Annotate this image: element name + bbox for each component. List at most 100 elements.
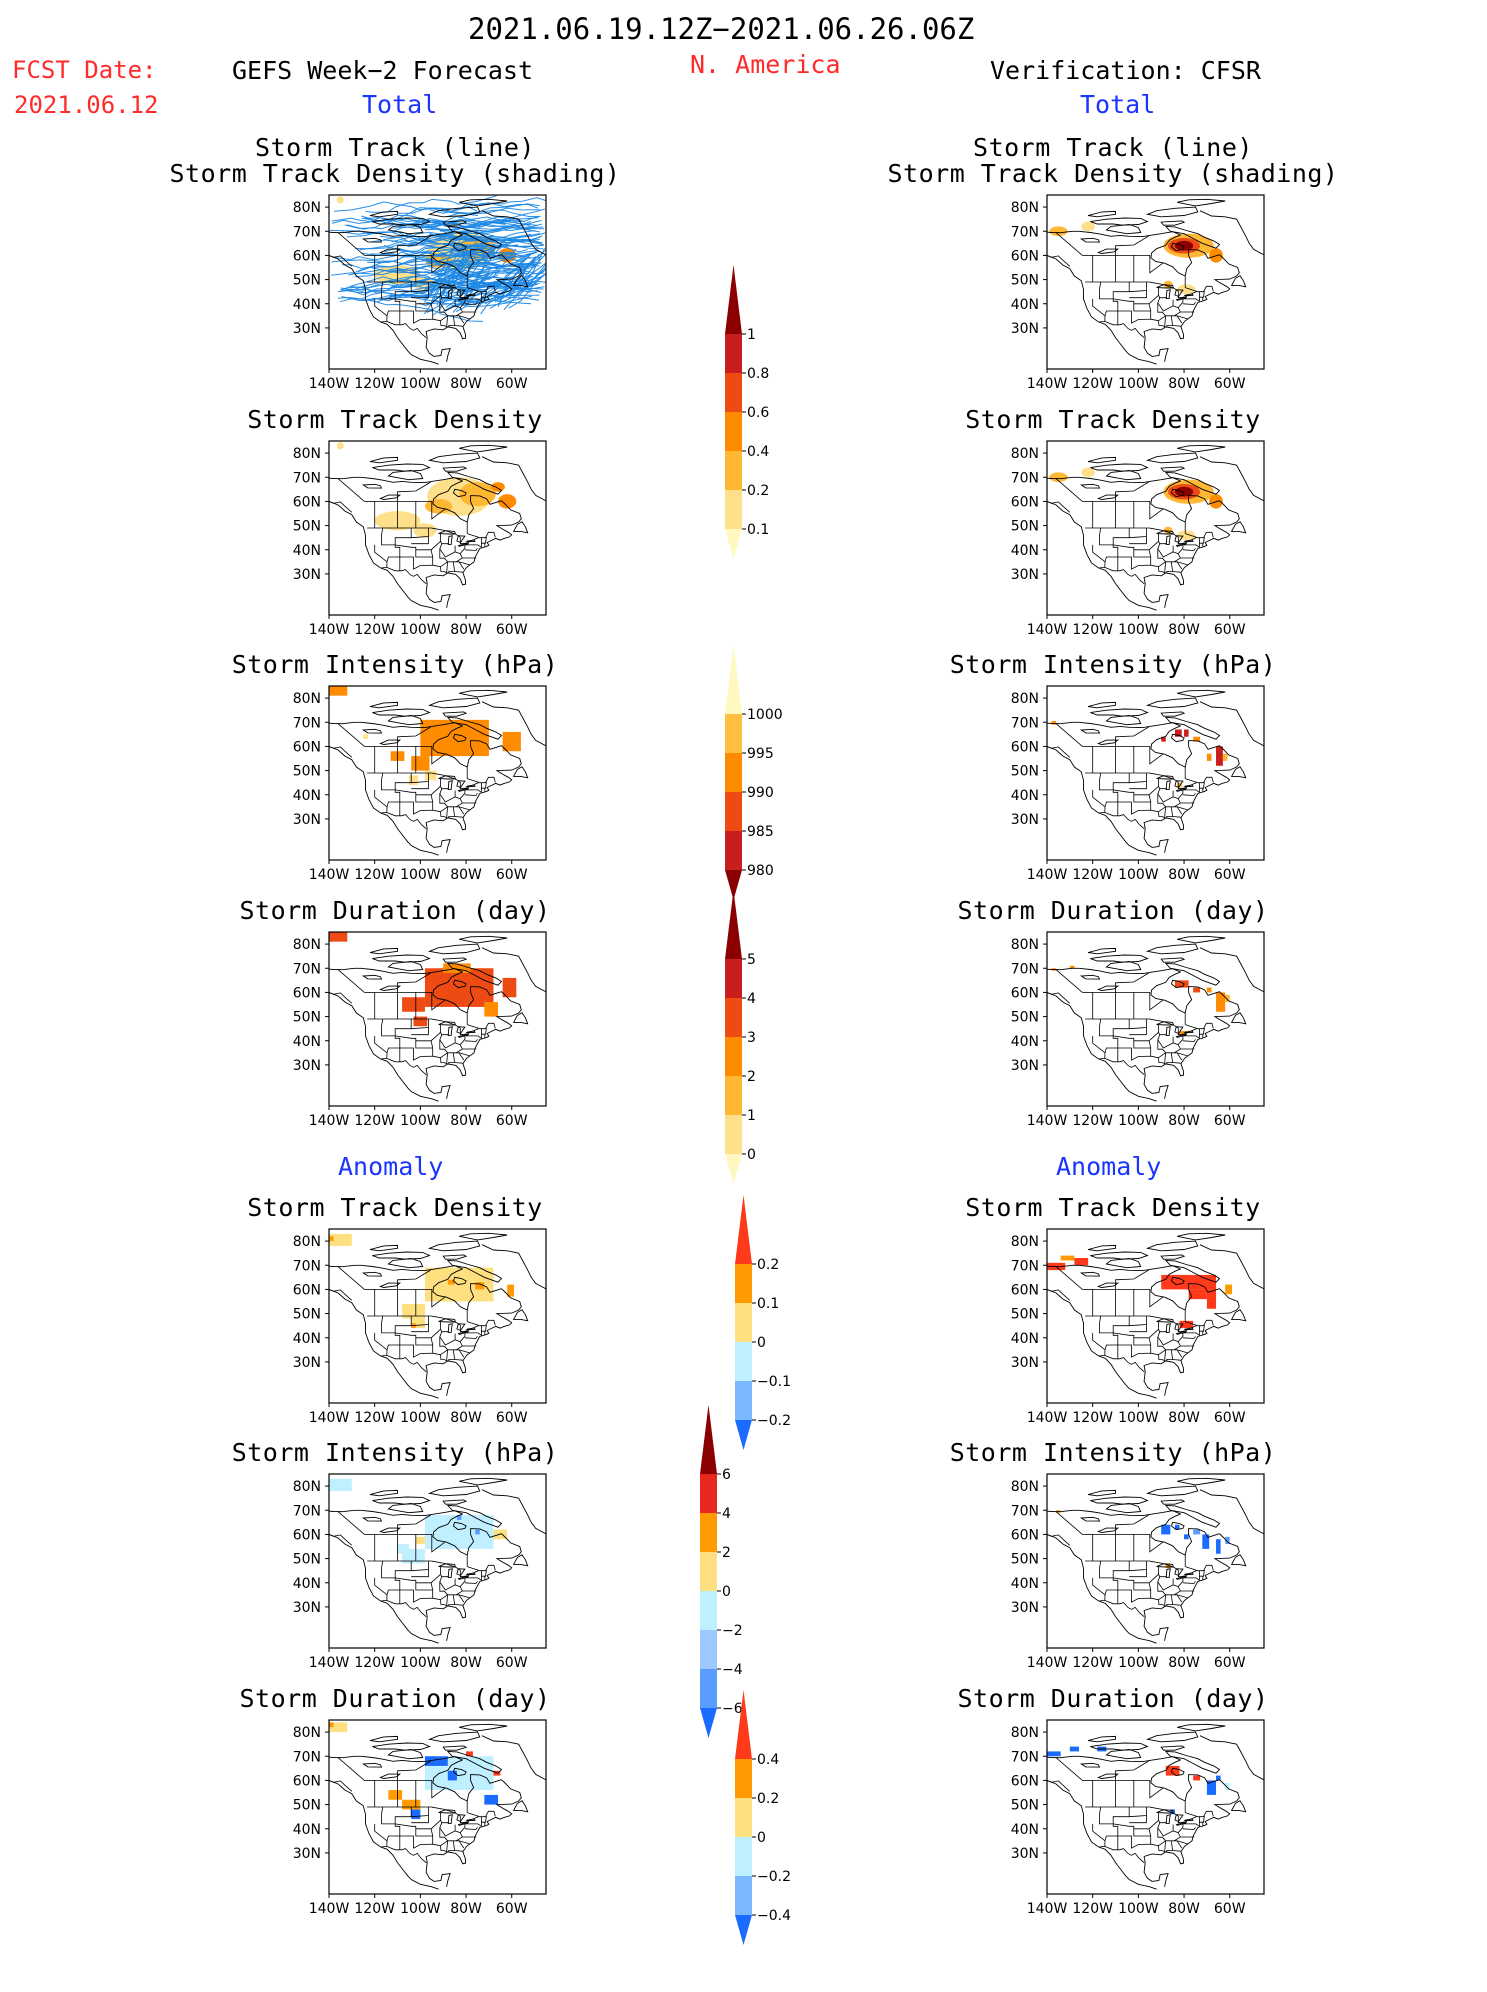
colorbar-label: 0.4 <box>757 1752 779 1768</box>
colorbar-label: 985 <box>747 824 774 840</box>
colorbar-segment <box>725 870 742 900</box>
lon-tick-label: 60W <box>1214 622 1246 638</box>
lat-tick-label: 30N <box>1011 1355 1039 1371</box>
lat-tick-label: 50N <box>1011 1798 1039 1814</box>
lon-tick-label: 140W <box>1027 376 1068 392</box>
lat-tick-label: 50N <box>293 764 321 780</box>
lon-tick-label: 60W <box>496 1410 528 1426</box>
title-intensity-left: Storm Intensity (hPa) <box>231 650 559 679</box>
lon-tick-label: 140W <box>1027 1410 1068 1426</box>
colorbar-intensity-total: 1000 995 990 985 980 <box>725 645 795 947</box>
lat-tick-label: 40N <box>1011 1822 1039 1838</box>
lon-tick-label: 100W <box>400 622 441 638</box>
lat-tick-label: 60N <box>293 1282 321 1298</box>
lat-tick-label: 80N <box>293 200 321 216</box>
colorbar-label: 1 <box>747 327 756 343</box>
title-track-line-right: Storm Track (line) <box>973 133 1253 162</box>
lat-tick-label: 70N <box>1011 1749 1039 1765</box>
lon-tick-label: 80W <box>450 1655 482 1671</box>
lat-tick-label: 40N <box>1011 1576 1039 1592</box>
map-intensity-forecast: 80N 70N 60N 50N 40N 30N 140W 120W 100W 80W 60W <box>285 685 556 890</box>
left-column-title: GEFS Week−2 Forecast <box>232 56 534 85</box>
title-duration-right: Storm Duration (day) <box>957 896 1269 925</box>
colorbar-intensity-anom: 6 4 2 0 −2 −4 −6 <box>700 1405 770 1785</box>
lat-tick-label: 70N <box>1011 961 1039 977</box>
lat-tick-label: 30N <box>293 1355 321 1371</box>
colorbar-label: 0.2 <box>747 483 769 499</box>
lat-tick-label: 70N <box>293 715 321 731</box>
lat-tick-label: 30N <box>1011 1846 1039 1862</box>
map-track-line-verification: 80N 70N 60N 50N 40N 30N 140W 120W 100W 80W 60W <box>1003 194 1274 399</box>
lat-tick-label: 30N <box>293 1600 321 1616</box>
lat-tick-label: 80N <box>293 1479 321 1495</box>
lat-tick-label: 80N <box>1011 1479 1039 1495</box>
colorbar-duration-total: 5 4 3 2 1 0 <box>725 890 795 1231</box>
colorbar-label: 6 <box>722 1467 731 1483</box>
map-intensity-verification: 80N 70N 60N 50N 40N 30N 140W 120W 100W 80W 60W <box>1003 685 1274 890</box>
lon-tick-label: 120W <box>1072 1410 1113 1426</box>
lon-tick-label: 140W <box>1027 867 1068 883</box>
colorbar-segment <box>725 753 742 792</box>
lon-tick-label: 100W <box>1118 376 1159 392</box>
lat-tick-label: 70N <box>1011 1258 1039 1274</box>
lon-tick-label: 100W <box>400 1410 441 1426</box>
lat-tick-label: 50N <box>1011 273 1039 289</box>
lon-tick-label: 60W <box>496 867 528 883</box>
colorbar-segment <box>725 265 742 334</box>
lat-tick-label: 30N <box>1011 567 1039 583</box>
colorbar-label: −0.2 <box>757 1869 791 1885</box>
lon-tick-label: 80W <box>1168 1410 1200 1426</box>
lon-tick-label: 80W <box>450 867 482 883</box>
lon-tick-label: 80W <box>450 1410 482 1426</box>
map-density-anom-forecast: 80N 70N 60N 50N 40N 30N 140W 120W 100W 80W 60W <box>285 1228 556 1433</box>
colorbar-label: 0.1 <box>757 1296 779 1312</box>
lat-tick-label: 80N <box>1011 1234 1039 1250</box>
map-intensity-anom-forecast: 80N 70N 60N 50N 40N 30N 140W 120W 100W 80W 60W <box>285 1473 556 1678</box>
lat-tick-label: 80N <box>293 937 321 953</box>
lat-tick-label: 50N <box>1011 1307 1039 1323</box>
lon-tick-label: 140W <box>309 622 350 638</box>
colorbar-segment <box>725 451 742 490</box>
lat-tick-label: 30N <box>293 567 321 583</box>
lat-tick-label: 30N <box>293 1058 321 1074</box>
colorbar-label: 4 <box>747 991 756 1007</box>
colorbar-segment <box>700 1513 717 1552</box>
lat-tick-label: 70N <box>1011 470 1039 486</box>
right-column-title: Verification: CFSR <box>990 56 1261 85</box>
lon-tick-label: 80W <box>450 1113 482 1129</box>
map-duration-forecast: 80N 70N 60N 50N 40N 30N 140W 120W 100W 80W 60W <box>285 931 556 1136</box>
lon-tick-label: 100W <box>400 1113 441 1129</box>
colorbar-segment <box>735 1195 752 1264</box>
lat-tick-label: 70N <box>293 470 321 486</box>
colorbar-label: 0.4 <box>747 444 769 460</box>
colorbar-label: 0.2 <box>757 1257 779 1273</box>
colorbar-segment <box>735 1876 752 1915</box>
lon-tick-label: 100W <box>1118 1113 1159 1129</box>
lat-tick-label: 50N <box>293 1798 321 1814</box>
colorbar-segment <box>725 792 742 831</box>
lon-tick-label: 80W <box>1168 1901 1200 1917</box>
colorbar-segment <box>735 1264 752 1303</box>
title-track-shading-left: Storm Track Density (shading) <box>169 159 621 188</box>
colorbar-label: 0 <box>757 1830 766 1846</box>
colorbar-segment <box>735 1303 752 1342</box>
lat-tick-label: 50N <box>1011 519 1039 535</box>
fcst-date-label: FCST Date: <box>12 56 157 84</box>
lon-tick-label: 60W <box>1214 1901 1246 1917</box>
lat-tick-label: 40N <box>1011 297 1039 313</box>
lat-tick-label: 60N <box>293 739 321 755</box>
colorbar-label: 4 <box>722 1506 731 1522</box>
lon-tick-label: 100W <box>1118 622 1159 638</box>
title-intensity-right: Storm Intensity (hPa) <box>949 650 1277 679</box>
colorbar-label: 0.1 <box>747 522 769 538</box>
lat-tick-label: 60N <box>293 1527 321 1543</box>
colorbar-segment <box>725 1037 742 1076</box>
colorbar-label: 3 <box>747 1030 756 1046</box>
colorbar-label: 0.6 <box>747 405 769 421</box>
colorbar-segment <box>735 1381 752 1420</box>
map-density-verification: 80N 70N 60N 50N 40N 30N 140W 120W 100W 80W 60W <box>1003 440 1274 645</box>
colorbar-segment <box>725 998 742 1037</box>
colorbar-label: 0 <box>747 1147 756 1163</box>
colorbar-segment <box>700 1630 717 1669</box>
colorbar-segment <box>725 890 742 959</box>
